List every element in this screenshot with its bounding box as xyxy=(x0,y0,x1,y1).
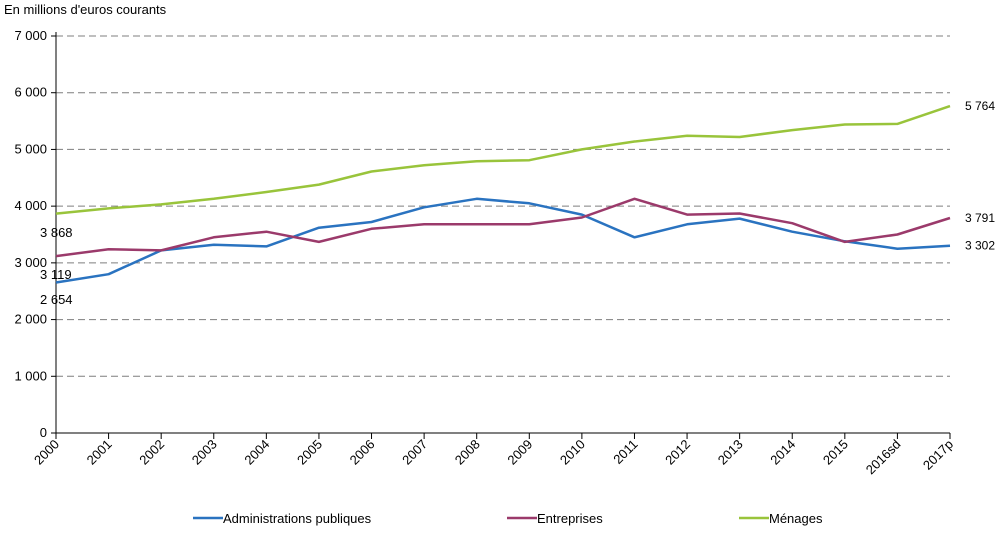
data-label-end: 3 791 xyxy=(965,211,995,225)
data-label-start: 3 868 xyxy=(40,225,73,240)
x-tick-label: 2001 xyxy=(84,437,115,468)
x-tick-label: 2017p xyxy=(920,437,956,473)
legend-label: Entreprises xyxy=(537,511,603,526)
series-line-entreprises xyxy=(55,197,951,258)
x-tick-label: 2000 xyxy=(31,437,62,468)
y-tick-label: 4 000 xyxy=(14,198,47,213)
series-line-m-nages xyxy=(55,104,951,215)
y-tick-label: 5 000 xyxy=(14,141,47,156)
data-label-start: 3 119 xyxy=(40,267,72,282)
y-tick-label: 3 000 xyxy=(14,255,47,270)
x-tick-label: 2015 xyxy=(820,437,851,468)
legend-label: Ménages xyxy=(769,511,823,526)
x-tick-label: 2012 xyxy=(662,437,693,468)
data-label-end: 5 764 xyxy=(965,99,995,113)
series-line-administrations-publiques xyxy=(55,197,951,284)
x-tick-label: 2003 xyxy=(189,437,220,468)
x-tick-label: 2006 xyxy=(347,437,378,468)
y-tick-label: 7 000 xyxy=(14,28,47,43)
x-tick-label: 2002 xyxy=(136,437,167,468)
data-label-start: 2 654 xyxy=(40,292,73,307)
x-tick-label: 2010 xyxy=(557,437,588,468)
y-tick-label: 0 xyxy=(40,425,47,440)
x-tick-label: 2004 xyxy=(241,437,272,468)
data-label-end: 3 302 xyxy=(965,239,995,253)
x-tick-label: 2013 xyxy=(715,437,746,468)
y-tick-label: 6 000 xyxy=(14,85,47,100)
x-tick-label: 2007 xyxy=(399,437,430,468)
x-tick-label: 2009 xyxy=(504,437,535,468)
x-tick-label: 2014 xyxy=(767,437,798,468)
y-axis-unit-label: En millions d'euros courants xyxy=(4,2,167,17)
y-tick-label: 2 000 xyxy=(14,312,47,327)
legend-label: Administrations publiques xyxy=(223,511,372,526)
x-tick-label: 2005 xyxy=(294,437,325,468)
x-tick-label: 2011 xyxy=(610,437,640,467)
x-tick-label: 2008 xyxy=(452,437,483,468)
y-tick-label: 1 000 xyxy=(14,368,47,383)
x-tick-label: 2016sd xyxy=(863,437,904,478)
